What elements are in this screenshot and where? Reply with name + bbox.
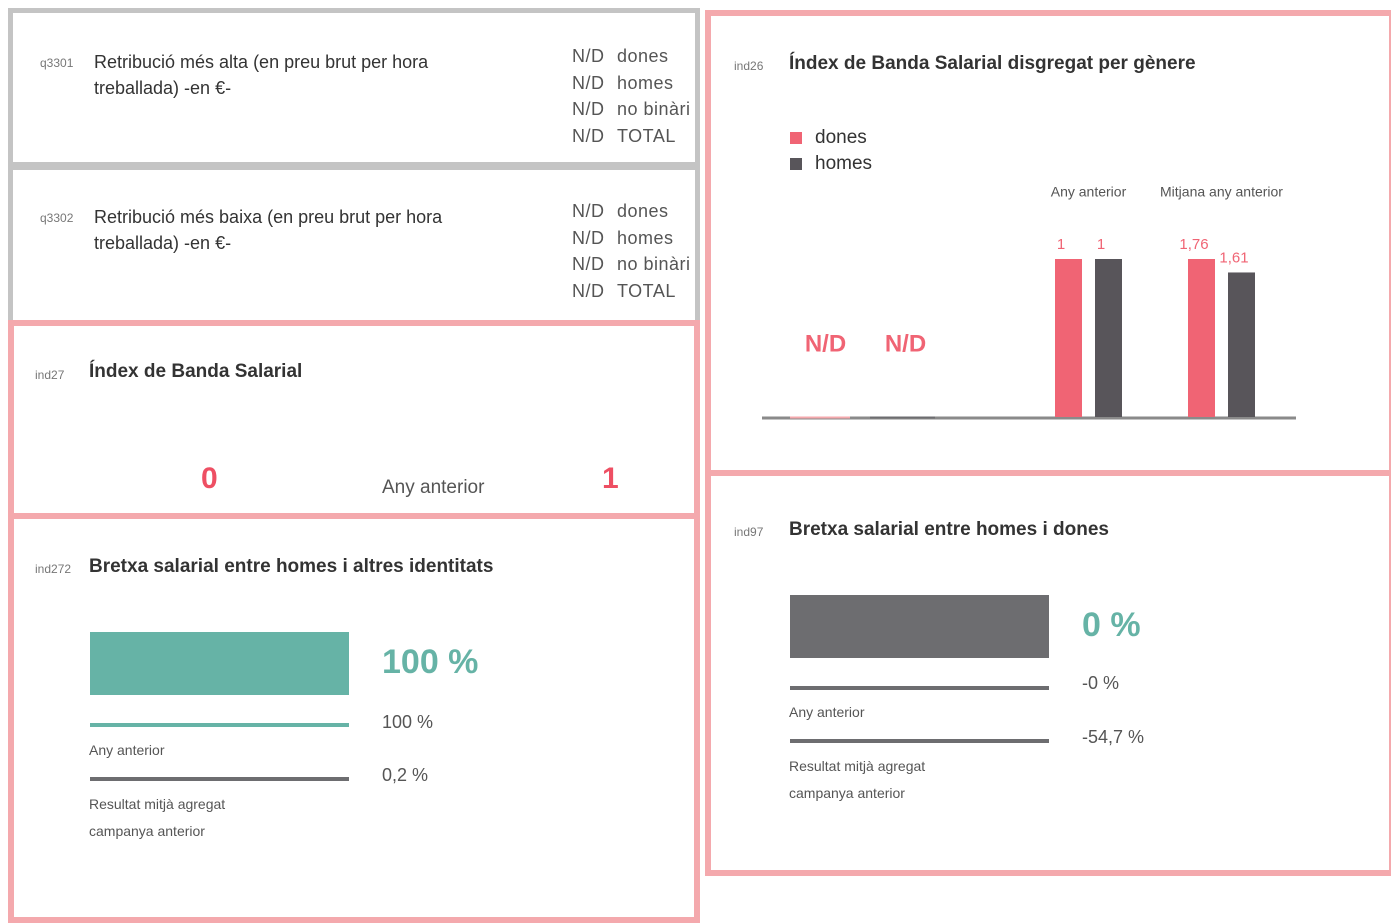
title: Retribució més alta (en preu brut per ho…	[94, 52, 429, 98]
value: 100 %	[382, 643, 479, 681]
legend-swatch	[790, 132, 802, 144]
value: 0 %	[1082, 606, 1141, 644]
value: 0	[201, 462, 218, 495]
previous-value: 1	[602, 462, 619, 495]
row-label: dones	[617, 201, 669, 221]
line	[790, 739, 1049, 743]
bar	[1095, 259, 1122, 417]
title: Retribució més baixa (en preu brut per h…	[94, 207, 443, 253]
line	[790, 686, 1049, 690]
previous-label: Any anterior	[789, 704, 865, 720]
panel: ind272 Bretxa salarial entre homes i alt…	[8, 513, 700, 923]
value-label: N/D	[805, 330, 846, 357]
value-label: N/D	[885, 330, 926, 357]
row-value: N/D	[572, 254, 605, 274]
code: ind97	[734, 525, 764, 539]
bar	[1055, 259, 1082, 417]
legend-swatch	[790, 158, 802, 170]
row-value: N/D	[572, 227, 605, 248]
bar	[790, 595, 1049, 658]
row-value: N/D	[572, 125, 605, 146]
value-label: 1	[1097, 236, 1105, 253]
code: ind27	[35, 368, 65, 382]
bar	[1228, 272, 1255, 417]
previous: 100 %	[382, 712, 434, 732]
bar	[1188, 259, 1215, 417]
row-value: N/D	[572, 72, 605, 93]
row-value: N/D	[572, 201, 605, 221]
line	[90, 777, 349, 781]
code: ind272	[35, 562, 72, 576]
average: -54,7 %	[1082, 727, 1145, 747]
row-label: homes	[617, 227, 674, 248]
value-label: 1,76	[1179, 236, 1208, 253]
average-label: Resultat mitjà agregat campanya anterior	[789, 758, 926, 801]
value-label: 1	[1057, 236, 1065, 253]
line	[90, 723, 349, 727]
title: Índex de Banda Salarial disgregat per gè…	[789, 53, 1196, 74]
row-label: TOTAL	[617, 125, 676, 146]
row-value: N/D	[572, 99, 605, 119]
legend-label: homes	[815, 153, 872, 174]
row-value: N/D	[572, 280, 605, 301]
bar	[90, 632, 349, 695]
legend-label: dones	[815, 127, 867, 148]
title: Bretxa salarial entre homes i altres ide…	[89, 556, 494, 577]
row-label: dones	[617, 46, 669, 66]
panel: ind97 Bretxa salarial entre homes i done…	[705, 470, 1391, 876]
value-label: 1,61	[1219, 249, 1248, 266]
average-label: Resultat mitjà agregat campanya anterior	[89, 796, 226, 839]
average: 0,2 %	[382, 765, 429, 785]
previous-label: Any anterior	[382, 477, 485, 498]
previous: -0 %	[1082, 673, 1120, 693]
code: q3301	[40, 56, 74, 70]
previous-label: Any anterior	[89, 742, 165, 758]
row-label: homes	[617, 72, 674, 93]
code: ind26	[734, 59, 764, 73]
title: Bretxa salarial entre homes i dones	[789, 519, 1109, 540]
panel: q3301 Retribució més alta (en preu brut …	[8, 8, 700, 167]
category-label: Any anterior	[1051, 184, 1127, 200]
row-value: N/D	[572, 46, 605, 66]
category-label: Mitjana any anterior	[1160, 184, 1283, 200]
row-label: no binàri	[617, 99, 691, 119]
title: Índex de Banda Salarial	[89, 361, 303, 382]
row-label: no binàri	[617, 254, 691, 274]
row-label: TOTAL	[617, 280, 676, 301]
code: q3302	[40, 211, 74, 225]
